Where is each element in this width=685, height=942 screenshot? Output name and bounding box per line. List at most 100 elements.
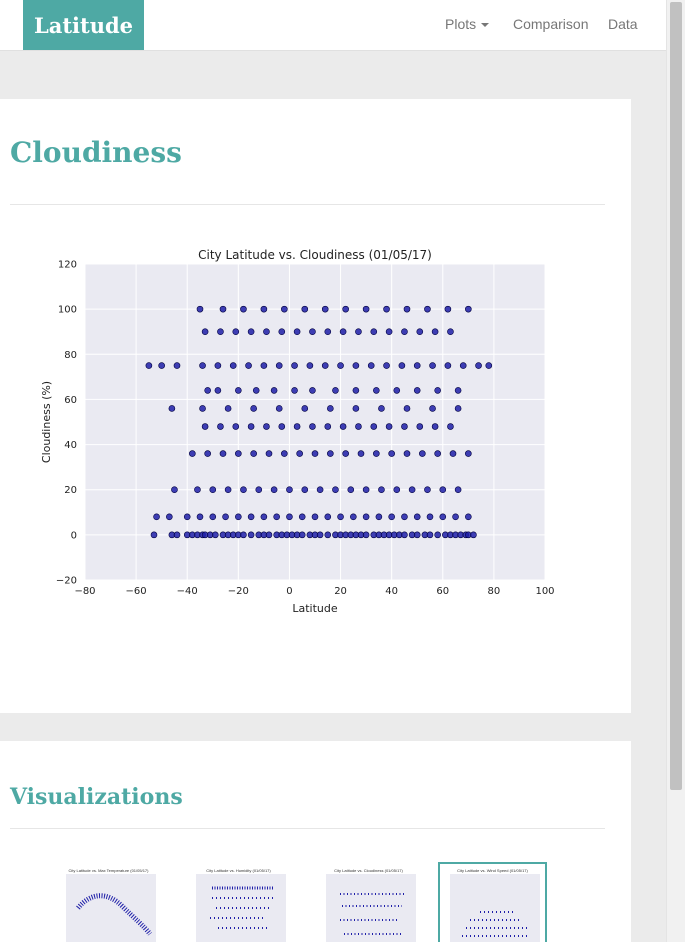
data-points [145, 305, 493, 539]
data-point [275, 362, 283, 369]
data-point [232, 423, 240, 430]
data-point [444, 362, 452, 369]
data-point [337, 513, 344, 521]
x-tick-label: 60 [436, 586, 449, 597]
data-point [352, 362, 360, 369]
data-point [357, 450, 365, 457]
data-point [240, 305, 247, 313]
y-tick-label: 80 [64, 350, 77, 361]
data-point [263, 328, 270, 336]
title-divider [10, 204, 605, 205]
data-point [235, 513, 242, 521]
thumbnail-cloudiness[interactable]: City Latitude vs. Cloudiness (01/05/17) [316, 864, 421, 942]
data-point [383, 362, 390, 369]
data-point [370, 423, 378, 430]
data-point [270, 486, 278, 494]
data-point [454, 405, 462, 412]
y-tick-label: 0 [71, 530, 77, 541]
data-point [337, 362, 344, 369]
data-point [324, 513, 332, 521]
data-point [327, 450, 334, 457]
data-point [316, 531, 324, 539]
x-tick-labels: −80 −60 −40 −20 0 20 40 60 80 100 [74, 586, 554, 597]
data-point [293, 328, 301, 336]
data-point [431, 328, 439, 336]
data-point [229, 362, 237, 369]
plot-area [85, 264, 545, 580]
data-point [416, 328, 424, 336]
caret-down-icon [481, 23, 490, 28]
data-point [298, 513, 306, 521]
data-point [166, 513, 173, 521]
data-point [370, 328, 378, 336]
y-tick-labels: −20 0 20 40 60 80 100 120 [56, 260, 77, 587]
thumbnail-wind-speed[interactable]: City Latitude vs. Wind Speed (01/05/17) [438, 862, 547, 942]
y-tick-label: 100 [58, 305, 77, 316]
data-point [355, 423, 362, 430]
data-point [278, 328, 286, 336]
data-point [265, 531, 273, 539]
data-point [145, 362, 153, 369]
cloudiness-plot-thumbnail [326, 874, 416, 942]
data-point [309, 328, 316, 336]
data-point [378, 405, 385, 412]
data-point [388, 450, 395, 457]
data-point [362, 531, 370, 539]
scrollbar-thumb[interactable] [670, 2, 682, 790]
data-point [452, 513, 459, 521]
data-point [416, 423, 424, 430]
data-point [247, 531, 255, 539]
nav-data-link[interactable]: Data [608, 16, 638, 32]
scrollbar[interactable] [666, 0, 685, 942]
data-point [214, 362, 222, 369]
data-point [401, 531, 408, 539]
data-point [434, 387, 441, 394]
data-point [447, 423, 454, 430]
data-point [153, 513, 160, 521]
temperature-plot-thumbnail [66, 874, 156, 942]
data-point [296, 450, 303, 457]
data-point [265, 450, 273, 457]
data-point [355, 328, 362, 336]
data-point [324, 531, 332, 539]
data-point [273, 513, 280, 521]
data-point [362, 513, 370, 521]
data-point [286, 486, 293, 494]
data-point [150, 531, 158, 539]
visualizations-heading: Visualizations [10, 784, 183, 810]
nav-comparison-link[interactable]: Comparison [513, 16, 589, 32]
data-point [352, 405, 360, 412]
data-point [424, 305, 431, 313]
thumbnail-humidity[interactable]: City Latitude vs. Humidity (01/05/17) [186, 864, 291, 942]
data-point [439, 513, 447, 521]
chart-title: City Latitude vs. Cloudiness (01/05/17) [198, 248, 432, 262]
data-point [367, 362, 375, 369]
x-tick-label: 0 [286, 586, 292, 597]
data-point [255, 486, 263, 494]
data-point [201, 328, 209, 336]
data-point [327, 405, 334, 412]
data-point [342, 305, 349, 313]
data-point [199, 362, 206, 369]
data-point [419, 450, 426, 457]
data-point [250, 405, 257, 412]
data-point [439, 486, 447, 494]
data-point [217, 423, 224, 430]
data-point [454, 387, 462, 394]
data-point [447, 328, 454, 336]
data-point [373, 387, 380, 394]
data-point [194, 486, 201, 494]
data-point [270, 387, 278, 394]
data-point [219, 305, 227, 313]
data-point [350, 513, 357, 521]
data-point [212, 531, 219, 539]
thumbnail-max-temperature[interactable]: City Latitude vs. Max Temperature (01/05… [56, 864, 161, 942]
brand-link[interactable]: Latitude [23, 0, 144, 50]
data-point [385, 423, 393, 430]
thumbnail-title: City Latitude vs. Humidity (01/05/17) [206, 868, 271, 873]
data-point [352, 387, 360, 394]
data-point [306, 362, 314, 369]
nav-plots-dropdown[interactable]: Plots [445, 16, 490, 32]
data-point [362, 486, 370, 494]
data-point [459, 362, 467, 369]
